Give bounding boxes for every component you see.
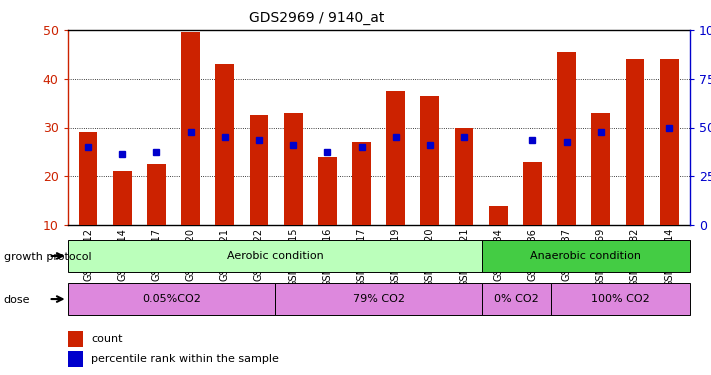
Bar bbox=[68, 283, 275, 315]
Bar bbox=[592, 113, 610, 225]
Bar bbox=[275, 283, 482, 315]
Text: percentile rank within the sample: percentile rank within the sample bbox=[91, 354, 279, 364]
Text: 0% CO2: 0% CO2 bbox=[494, 294, 539, 304]
Bar bbox=[482, 283, 552, 315]
Text: 79% CO2: 79% CO2 bbox=[353, 294, 405, 304]
Bar bbox=[79, 132, 97, 225]
Bar bbox=[660, 59, 678, 225]
Bar bbox=[523, 162, 542, 225]
Bar bbox=[557, 52, 576, 225]
Bar bbox=[552, 283, 690, 315]
Text: Aerobic condition: Aerobic condition bbox=[227, 251, 324, 261]
Text: Anaerobic condition: Anaerobic condition bbox=[530, 251, 641, 261]
Text: 100% CO2: 100% CO2 bbox=[591, 294, 650, 304]
Text: dose: dose bbox=[4, 295, 30, 305]
Text: count: count bbox=[91, 334, 123, 344]
Bar bbox=[68, 240, 482, 272]
Bar bbox=[147, 164, 166, 225]
Bar bbox=[420, 96, 439, 225]
Bar bbox=[68, 331, 83, 346]
Bar bbox=[181, 33, 200, 225]
Bar bbox=[454, 128, 474, 225]
Bar bbox=[352, 142, 371, 225]
Text: GDS2969 / 9140_at: GDS2969 / 9140_at bbox=[249, 11, 384, 25]
Bar bbox=[250, 116, 268, 225]
Bar bbox=[113, 171, 132, 225]
Bar bbox=[215, 64, 234, 225]
Text: 0.05%CO2: 0.05%CO2 bbox=[141, 294, 201, 304]
Bar bbox=[489, 206, 508, 225]
Bar bbox=[318, 157, 337, 225]
Bar bbox=[386, 91, 405, 225]
Bar bbox=[284, 113, 303, 225]
Text: growth protocol: growth protocol bbox=[4, 252, 91, 262]
Bar bbox=[482, 240, 690, 272]
Bar bbox=[68, 351, 83, 367]
Bar bbox=[626, 59, 644, 225]
